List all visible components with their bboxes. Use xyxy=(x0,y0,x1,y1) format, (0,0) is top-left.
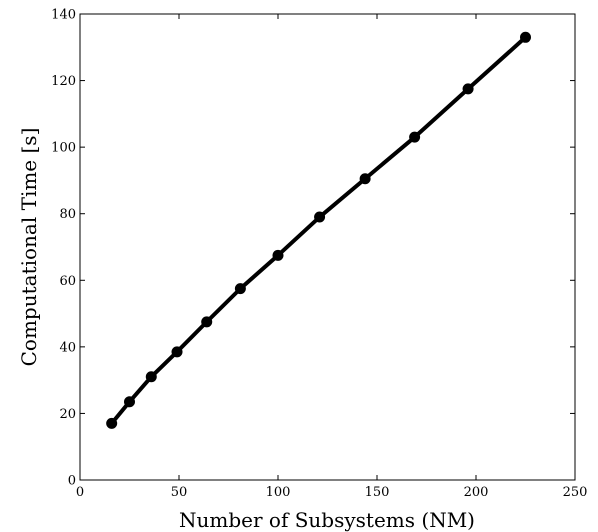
plot-series xyxy=(106,31,531,429)
data-point xyxy=(234,283,246,295)
y-tick-label: 80 xyxy=(59,207,76,222)
x-axis-title: Number of Subsystems (NM) xyxy=(179,508,475,532)
x-tick-label: 50 xyxy=(171,485,188,500)
y-tick-label: 120 xyxy=(51,74,76,89)
data-point xyxy=(106,417,118,429)
series-line xyxy=(109,35,528,426)
y-tick-label: 100 xyxy=(51,141,76,156)
data-point xyxy=(462,83,474,95)
data-point xyxy=(145,371,157,383)
data-point xyxy=(409,131,421,143)
plot-area-frame xyxy=(79,13,576,481)
data-point xyxy=(124,396,135,408)
data-point xyxy=(314,211,326,223)
y-tick-label: 20 xyxy=(59,407,76,422)
tick-labels: 0 50 100 150 200 250 0 20 40 60 80 100 120 140 xyxy=(51,8,587,501)
y-axis-title: Computational Time [s] xyxy=(17,128,41,367)
y-tick-label: 140 xyxy=(51,8,76,23)
data-point xyxy=(272,249,284,261)
y-tick-label: 0 xyxy=(68,474,76,489)
x-tick-label: 150 xyxy=(365,485,390,500)
x-tick-label: 0 xyxy=(76,485,84,500)
data-point xyxy=(171,346,183,358)
x-tick-label: 250 xyxy=(563,485,588,500)
x-tick-label: 100 xyxy=(266,485,291,500)
data-point xyxy=(201,316,213,328)
data-point xyxy=(359,173,371,185)
x-tick-label: 200 xyxy=(464,485,489,500)
y-tick-label: 40 xyxy=(59,340,76,355)
data-point xyxy=(520,31,531,43)
y-tick-label: 60 xyxy=(59,274,76,289)
